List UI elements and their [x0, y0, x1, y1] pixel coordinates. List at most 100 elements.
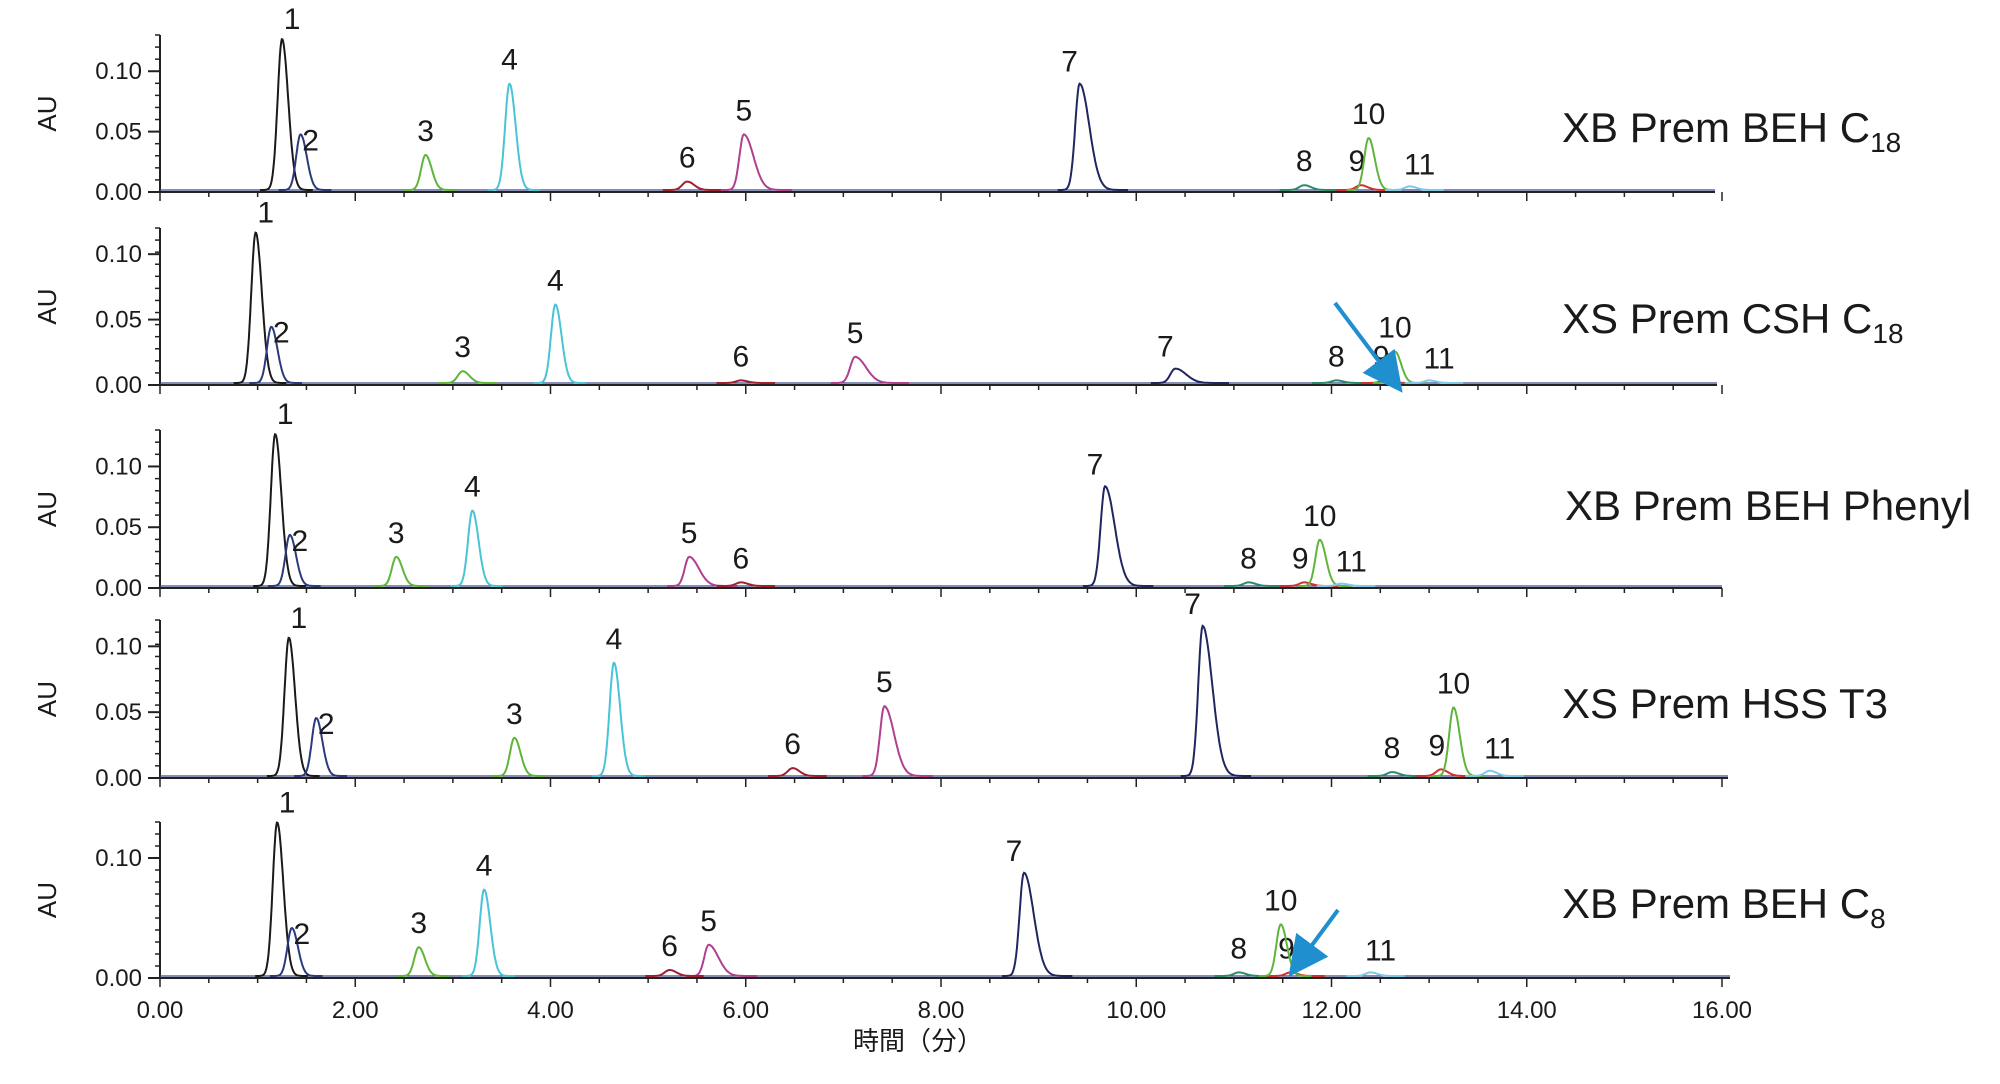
peak-4-label: 4	[547, 265, 564, 298]
peak-2-trace	[249, 325, 302, 384]
y-axis-title: AU	[32, 95, 62, 131]
peak-6-trace	[716, 581, 775, 587]
peak-11-label: 11	[1424, 342, 1455, 375]
y-tick-label: 0.10	[95, 845, 142, 872]
peak-6-label: 6	[661, 930, 678, 963]
peak-1-trace	[266, 636, 320, 777]
peak-5-trace	[862, 705, 933, 777]
y-tick-label: 0.10	[95, 633, 142, 660]
peak-5-label: 5	[735, 94, 752, 127]
column-label: XB Prem BEH C18	[1562, 104, 1901, 158]
y-tick-label: 0.10	[95, 58, 142, 85]
x-tick-label: 8.00	[918, 997, 965, 1024]
peak-9-arrow	[1333, 301, 1403, 393]
peak-6-trace	[768, 767, 827, 777]
peak-8-label: 8	[1384, 732, 1401, 765]
y-tick-label: 0.10	[95, 453, 142, 480]
peak-2-trace	[269, 927, 323, 977]
peak-4-trace	[533, 303, 587, 384]
y-tick-label: 0.00	[95, 575, 142, 602]
peak-10-label: 10	[1303, 500, 1336, 533]
peak-9-arrow	[1288, 908, 1340, 977]
column-label-subscript: 18	[1872, 318, 1903, 349]
peak-1-trace	[260, 37, 313, 191]
column-label-subscript: 18	[1870, 127, 1901, 158]
peak-11-label: 11	[1484, 733, 1515, 766]
peak-5-trace	[830, 355, 909, 384]
x-tick-label: 16.00	[1692, 997, 1752, 1024]
peak-7-trace	[1180, 624, 1251, 777]
peak-1-label: 1	[291, 602, 308, 635]
peak-3-trace	[374, 555, 427, 587]
peak-11-label: 11	[1336, 546, 1367, 579]
peak-2-label: 2	[291, 525, 308, 558]
column-label: XS Prem CSH C18	[1562, 295, 1904, 349]
y-tick-label: 0.10	[95, 241, 142, 268]
panel-4: 0.00 0.05 0.10 AU 1 2 3 4 5 6 7 8 9 10 11 XS Prem HSS T…	[32, 588, 1888, 792]
peak-7-trace	[1057, 82, 1128, 191]
peak-10-trace	[1297, 538, 1351, 587]
column-label: XB Prem BEH Phenyl	[1565, 482, 1971, 529]
y-tick-label: 0.05	[95, 307, 142, 334]
peak-3-label: 3	[388, 517, 405, 550]
peak-8-trace	[1312, 379, 1371, 384]
peak-2-label: 2	[318, 708, 335, 741]
peak-6-trace	[716, 379, 775, 384]
peak-6-trace	[645, 969, 704, 977]
column-label: XB Prem BEH C8	[1562, 880, 1886, 934]
peak-1-trace	[253, 433, 306, 587]
peak-6-label: 6	[733, 542, 750, 575]
column-label-subscript: 8	[1870, 903, 1886, 934]
x-tick-label: 12.00	[1301, 997, 1361, 1024]
y-tick-label: 0.00	[95, 765, 142, 792]
peak-1-trace	[233, 231, 287, 384]
peak-2-trace	[294, 717, 347, 777]
y-axis-title: AU	[32, 681, 62, 717]
peak-3-label: 3	[410, 907, 427, 940]
peak-11-label: 11	[1404, 148, 1435, 181]
x-tick-label: 6.00	[722, 997, 769, 1024]
peak-8-label: 8	[1296, 145, 1313, 178]
x-tick-label: 4.00	[527, 997, 574, 1024]
peak-8-trace	[1224, 581, 1283, 587]
peak-7-label: 7	[1087, 448, 1104, 481]
y-tick-label: 0.00	[95, 179, 142, 206]
peak-7-trace	[1002, 871, 1073, 977]
peak-3-trace	[396, 946, 450, 977]
peak-11-trace	[1465, 769, 1524, 777]
peak-3-trace	[403, 153, 457, 191]
x-axis-title: 時間（分）	[853, 1026, 983, 1056]
peak-7-label: 7	[1184, 588, 1201, 621]
peak-4-label: 4	[606, 623, 623, 656]
peak-2-trace	[267, 533, 321, 587]
peak-10-label: 10	[1264, 884, 1297, 917]
peak-2-label: 2	[273, 317, 290, 350]
peak-5-trace	[721, 133, 793, 191]
panel-1: 0.00 0.05 0.10 AU 1 2 3 4 5 6 7 8 9 10 11 XB Prem BEH C…	[32, 3, 1901, 206]
peak-5-label: 5	[700, 905, 717, 938]
peak-5-label: 5	[876, 666, 893, 699]
peak-7-trace	[1083, 484, 1154, 587]
peak-3-trace	[492, 736, 546, 777]
x-tick-label: 10.00	[1106, 997, 1166, 1024]
peak-6-trace	[662, 180, 722, 191]
peak-2-label: 2	[293, 918, 310, 951]
y-tick-label: 0.05	[95, 699, 142, 726]
y-axis-title: AU	[32, 882, 62, 918]
peak-4-label: 4	[476, 850, 493, 883]
peak-9-label: 9	[1278, 932, 1295, 965]
peak-11-trace	[1316, 582, 1376, 587]
peak-7-trace	[1150, 367, 1229, 384]
peak-3-label: 3	[506, 698, 523, 731]
y-axis-title: AU	[32, 288, 62, 324]
peak-9-trace	[1336, 184, 1395, 191]
y-tick-label: 0.05	[95, 514, 142, 541]
y-axis-title: AU	[32, 491, 62, 527]
peak-7-label: 7	[1157, 331, 1174, 364]
peak-8-label: 8	[1240, 542, 1257, 575]
